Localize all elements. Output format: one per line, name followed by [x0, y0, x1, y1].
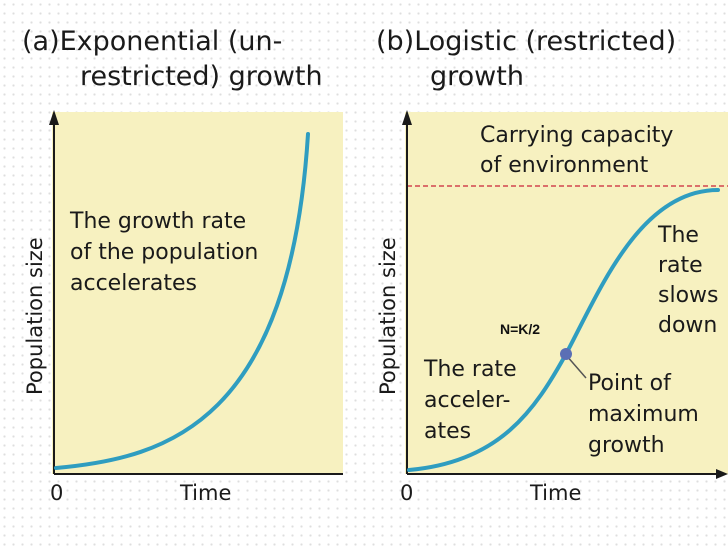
- exponential-growth-curve: [54, 132, 310, 470]
- nk-label: N=K/2: [500, 321, 540, 337]
- rate-accelerates-line3: ates: [424, 419, 471, 444]
- panel-a-title-line1: (a)Exponential (un-: [22, 26, 282, 57]
- carrying-capacity-label-line2: of environment: [480, 153, 649, 178]
- panel-a-annotation-line1: The growth rate: [69, 209, 246, 234]
- panel-a-plot-area: [52, 112, 343, 474]
- panel-b-title-line2: growth: [430, 61, 524, 92]
- rate-slows-line1: The: [657, 223, 699, 248]
- max-growth-line1: Point of: [588, 371, 672, 396]
- panel-a-title-line2: restricted) growth: [80, 61, 323, 92]
- panel-b-title-line1: (b)Logistic (restricted): [376, 26, 676, 57]
- panel-b: (b)Logistic (restricted) growth Carrying…: [376, 26, 728, 505]
- max-growth-line2: maximum: [588, 402, 699, 427]
- rate-slows-line4: down: [658, 313, 717, 338]
- panel-b-plot-area: [405, 112, 728, 474]
- panel-b-x-axis-label: Time: [529, 481, 581, 505]
- panel-a-y-axis-label: Population size: [23, 237, 47, 395]
- inflection-point: [560, 348, 572, 360]
- panel-a: (a)Exponential (un- restricted) growth T…: [22, 26, 343, 505]
- panel-a-x-axis-label: Time: [179, 481, 231, 505]
- panel-b-y-axis-arrow: [402, 110, 412, 125]
- rate-accelerates-line1: The rate: [423, 357, 517, 382]
- rate-slows-line3: slows: [658, 283, 719, 308]
- panel-b-y-axis-label: Population size: [376, 237, 400, 395]
- panel-a-y-axis-arrow: [49, 110, 59, 125]
- panel-b-x-axis-arrow: [716, 469, 728, 479]
- carrying-capacity-label-line1: Carrying capacity: [480, 123, 673, 148]
- max-growth-line3: growth: [588, 433, 665, 458]
- panel-a-origin-label: 0: [50, 481, 63, 505]
- rate-slows-line2: rate: [658, 253, 703, 278]
- panel-a-annotation-line3: accelerates: [70, 271, 197, 296]
- panel-a-annotation-line2: of the population: [70, 240, 258, 265]
- panel-b-origin-label: 0: [400, 481, 413, 505]
- rate-accelerates-line2: acceler-: [424, 388, 510, 413]
